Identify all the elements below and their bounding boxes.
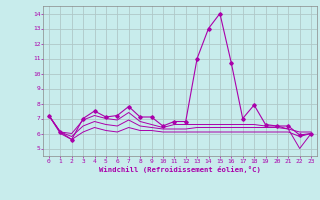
X-axis label: Windchill (Refroidissement éolien,°C): Windchill (Refroidissement éolien,°C) [99, 166, 261, 173]
